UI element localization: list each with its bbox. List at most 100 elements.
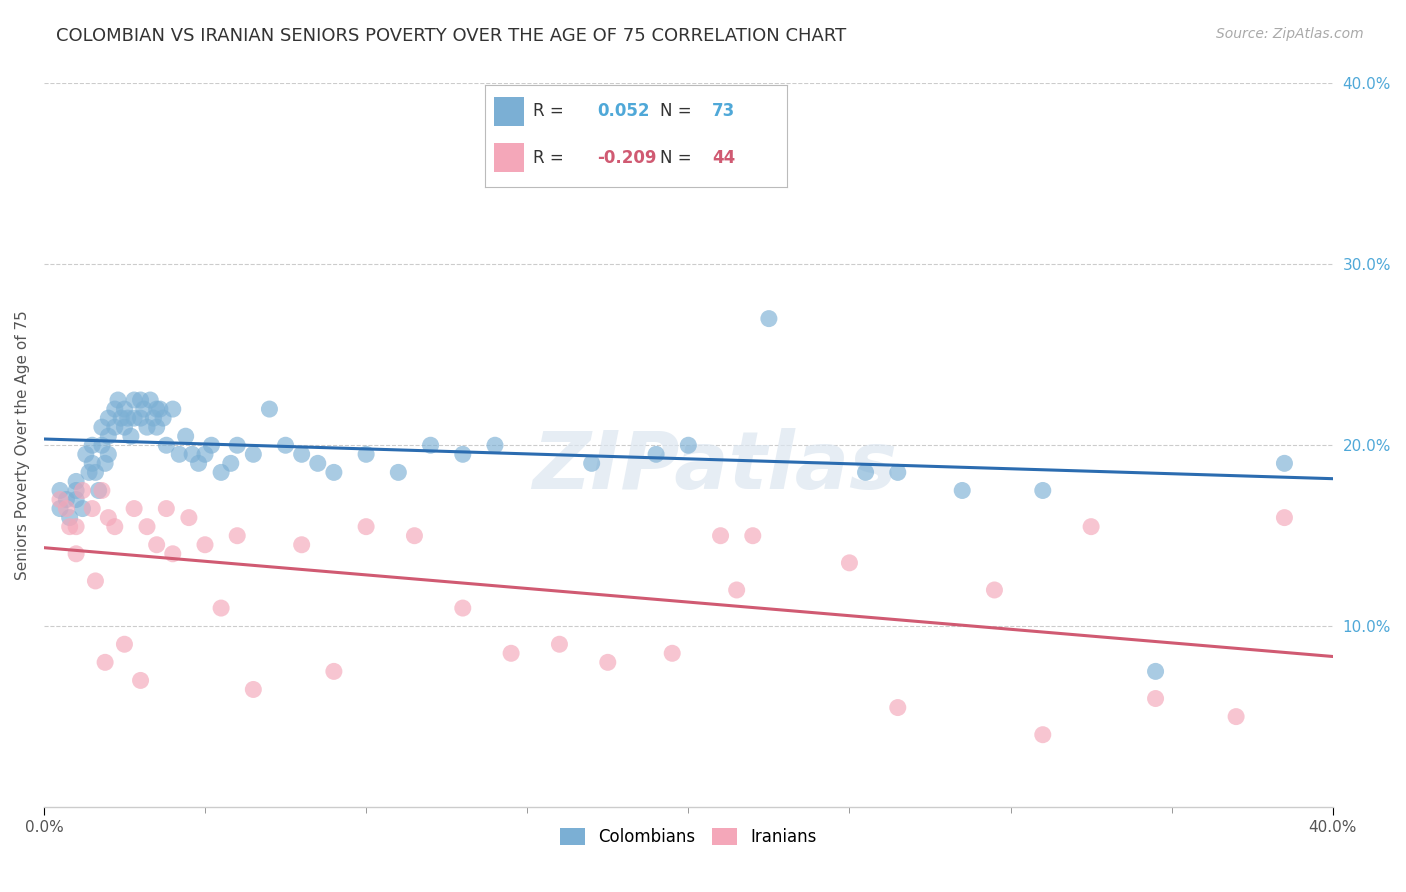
Point	[1144, 665, 1167, 679]
Point	[548, 637, 571, 651]
Point	[122, 392, 145, 407]
Point	[291, 538, 314, 552]
Point	[177, 510, 200, 524]
Point	[49, 501, 72, 516]
Point	[155, 501, 177, 516]
Point	[855, 466, 877, 480]
Point	[387, 466, 409, 480]
Legend: Colombians, Iranians: Colombians, Iranians	[553, 822, 824, 853]
Point	[122, 501, 145, 516]
Point	[75, 447, 97, 461]
Point	[122, 411, 145, 425]
Point	[1032, 728, 1054, 742]
Point	[65, 519, 87, 533]
Point	[419, 438, 441, 452]
Point	[1144, 691, 1167, 706]
Point	[97, 510, 120, 524]
Point	[1274, 456, 1296, 470]
Point	[152, 411, 174, 425]
Point	[678, 438, 700, 452]
Point	[104, 402, 127, 417]
Point	[174, 429, 197, 443]
Point	[219, 456, 242, 470]
Text: N =: N =	[661, 149, 697, 167]
Point	[120, 429, 142, 443]
Text: 73: 73	[711, 103, 735, 120]
Point	[1032, 483, 1054, 498]
Point	[404, 529, 426, 543]
Point	[581, 456, 603, 470]
Point	[110, 411, 132, 425]
Point	[139, 392, 162, 407]
Point	[142, 411, 165, 425]
Text: 44: 44	[711, 149, 735, 167]
Point	[82, 456, 104, 470]
Point	[72, 501, 94, 516]
Point	[90, 420, 112, 434]
Point	[55, 501, 77, 516]
Point	[194, 447, 217, 461]
Point	[129, 392, 152, 407]
Point	[117, 411, 139, 425]
Point	[242, 682, 264, 697]
Point	[94, 656, 117, 670]
Point	[114, 402, 136, 417]
Point	[145, 538, 167, 552]
Point	[107, 392, 129, 407]
Text: R =: R =	[533, 149, 569, 167]
Point	[72, 483, 94, 498]
Point	[200, 438, 222, 452]
Point	[59, 510, 82, 524]
Point	[194, 538, 217, 552]
Text: ZIPatlas: ZIPatlas	[531, 428, 897, 506]
Point	[65, 547, 87, 561]
Point	[129, 411, 152, 425]
Point	[451, 447, 474, 461]
Point	[501, 646, 523, 660]
Point	[87, 483, 110, 498]
Bar	[494, 144, 524, 172]
Point	[661, 646, 683, 660]
Point	[322, 665, 344, 679]
Text: N =: N =	[661, 103, 697, 120]
Y-axis label: Seniors Poverty Over the Age of 75: Seniors Poverty Over the Age of 75	[15, 310, 30, 580]
Point	[531, 167, 554, 181]
Point	[209, 601, 232, 615]
Point	[162, 547, 184, 561]
Point	[155, 438, 177, 452]
Point	[97, 411, 120, 425]
Point	[1274, 510, 1296, 524]
Point	[97, 429, 120, 443]
Point	[84, 574, 107, 588]
Point	[136, 519, 159, 533]
Point	[77, 466, 100, 480]
Point	[84, 466, 107, 480]
Point	[181, 447, 204, 461]
Point	[725, 582, 748, 597]
Point	[226, 529, 249, 543]
Point	[114, 420, 136, 434]
Text: 0.052: 0.052	[598, 103, 650, 120]
Point	[838, 556, 860, 570]
Point	[645, 447, 668, 461]
Point	[1225, 709, 1247, 723]
Point	[741, 529, 763, 543]
Point	[451, 601, 474, 615]
Point	[114, 637, 136, 651]
Point	[709, 529, 731, 543]
Point	[167, 447, 190, 461]
Point	[132, 402, 155, 417]
Bar	[494, 97, 524, 126]
Point	[226, 438, 249, 452]
Point	[187, 456, 209, 470]
Point	[82, 501, 104, 516]
Point	[55, 492, 77, 507]
Text: COLOMBIAN VS IRANIAN SENIORS POVERTY OVER THE AGE OF 75 CORRELATION CHART: COLOMBIAN VS IRANIAN SENIORS POVERTY OVE…	[56, 27, 846, 45]
Point	[104, 519, 127, 533]
Point	[49, 483, 72, 498]
Point	[484, 438, 506, 452]
Point	[65, 483, 87, 498]
Point	[49, 492, 72, 507]
Point	[136, 420, 159, 434]
Point	[145, 402, 167, 417]
